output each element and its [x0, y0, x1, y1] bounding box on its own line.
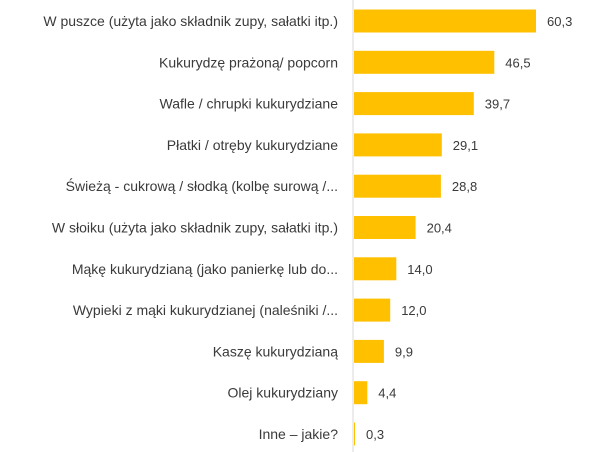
- bar: [354, 175, 441, 198]
- category-label: Wafle / chrupki kukurydziane: [160, 96, 339, 112]
- category-label: Mąkę kukurydzianą (jako panierkę lub do.…: [72, 261, 338, 277]
- category-labels-group: W puszce (użyta jako składnik zupy, sała…: [43, 13, 338, 442]
- value-label: 12,0: [401, 303, 426, 318]
- value-label: 39,7: [485, 97, 510, 112]
- value-label: 60,3: [547, 14, 572, 29]
- value-label: 20,4: [427, 221, 452, 236]
- bar: [354, 133, 442, 156]
- category-label: W słoiku (użyta jako składnik zupy, sała…: [52, 220, 338, 236]
- value-label: 4,4: [378, 386, 396, 401]
- bar: [354, 299, 390, 322]
- category-label: Świeżą - cukrową / słodką (kolbę surową …: [66, 177, 338, 194]
- bar: [354, 381, 367, 404]
- value-label: 0,3: [366, 427, 384, 442]
- value-label: 14,0: [407, 262, 432, 277]
- value-label: 28,8: [452, 179, 477, 194]
- value-label: 46,5: [505, 55, 530, 70]
- bar: [354, 216, 416, 239]
- bar: [354, 257, 396, 280]
- bar: [354, 92, 474, 115]
- value-label: 29,1: [453, 138, 478, 153]
- bar: [354, 423, 355, 446]
- value-label: 9,9: [395, 344, 413, 359]
- category-label: Kaszę kukurydzianą: [213, 343, 339, 359]
- category-label: W puszce (użyta jako składnik zupy, sała…: [43, 13, 338, 29]
- category-label: Wypieki z mąki kukurydzianej (naleśniki …: [73, 302, 338, 318]
- category-label: Kukurydzę prażoną/ popcorn: [159, 54, 338, 70]
- bar: [354, 51, 494, 74]
- bar: [354, 340, 384, 363]
- category-label: Inne – jakie?: [259, 426, 339, 442]
- category-label: Płatki / otręby kukurydziane: [167, 137, 338, 153]
- bar: [354, 10, 536, 33]
- category-label: Olej kukurydziany: [228, 385, 339, 401]
